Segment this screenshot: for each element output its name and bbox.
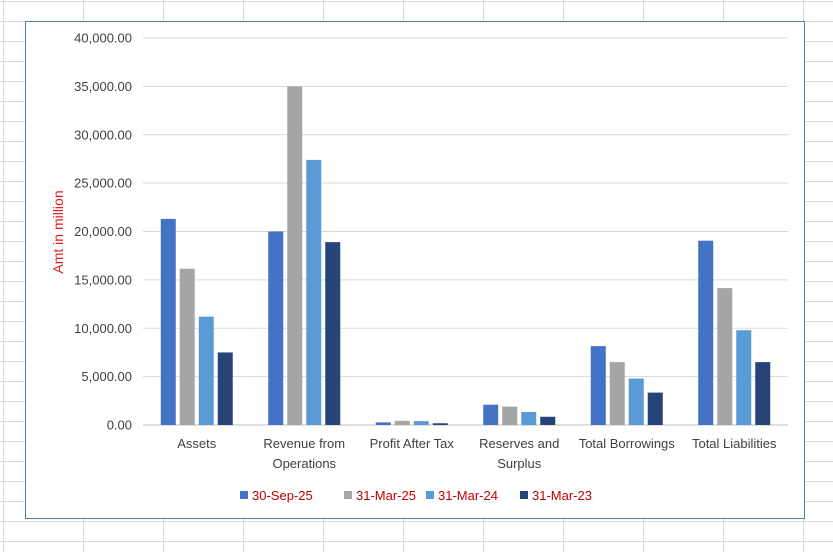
legend-label: 30-Sep-25 [252,488,313,503]
bar [755,362,771,425]
y-tick-label: 40,000.00 [74,31,132,46]
gridlines [143,37,788,426]
y-tick-label: 20,000.00 [74,224,132,239]
y-tick-label: 5,000.00 [81,369,132,384]
bar [198,316,214,425]
bar [521,411,537,425]
bar [717,288,733,425]
x-tick-label: Total Borrowings [579,436,676,451]
bar [609,362,625,425]
y-tick-label: 35,000.00 [74,79,132,94]
y-tick-label: 30,000.00 [74,127,132,142]
x-tick-label: Revenue from [263,436,345,451]
bar [268,231,284,425]
bar [179,268,195,425]
y-tick-label: 10,000.00 [74,321,132,336]
bar [325,242,341,425]
x-tick-label: Surplus [497,456,542,471]
bar [375,422,391,425]
legend: 30-Sep-25 31-Mar-25 31-Mar-24 31-Mar-23 [240,488,592,503]
bar [413,421,429,425]
bar [590,346,606,425]
x-tick-label: Profit After Tax [370,436,455,451]
y-axis-ticks: 0.00 5,000.00 10,000.00 15,000.00 20,000.00 2… [74,31,132,433]
bar [394,420,410,425]
legend-label: 31-Mar-25 [356,488,416,503]
x-tick-label: Total Liabilities [692,436,777,451]
bar [628,378,644,425]
x-axis-labels: Assets Revenue from Operations Profit After… [177,436,777,471]
bar [160,218,176,425]
bar [306,159,322,425]
x-tick-label: Reserves and [479,436,559,451]
legend-swatch [520,491,528,499]
bar [483,404,499,425]
bar [432,423,448,425]
x-tick-label: Assets [177,436,217,451]
bar [736,330,752,425]
legend-swatch [344,491,352,499]
bar [217,352,233,425]
legend-label: 31-Mar-23 [532,488,592,503]
y-tick-label: 25,000.00 [74,176,132,191]
bar [698,240,714,425]
y-tick-label: 0.00 [107,418,132,433]
bar [647,392,663,425]
bar [287,86,303,425]
bar [540,416,556,425]
legend-label: 31-Mar-24 [438,488,498,503]
legend-swatch [426,491,434,499]
y-axis-title: Amt in million [50,190,66,273]
bar [502,406,518,425]
y-tick-label: 15,000.00 [74,272,132,287]
bars [160,86,771,425]
chart-area: 0.00 5,000.00 10,000.00 15,000.00 20,000.00 2… [25,21,805,519]
legend-swatch [240,491,248,499]
bar-chart: 0.00 5,000.00 10,000.00 15,000.00 20,000.00 2… [50,31,788,503]
x-tick-label: Operations [272,456,336,471]
